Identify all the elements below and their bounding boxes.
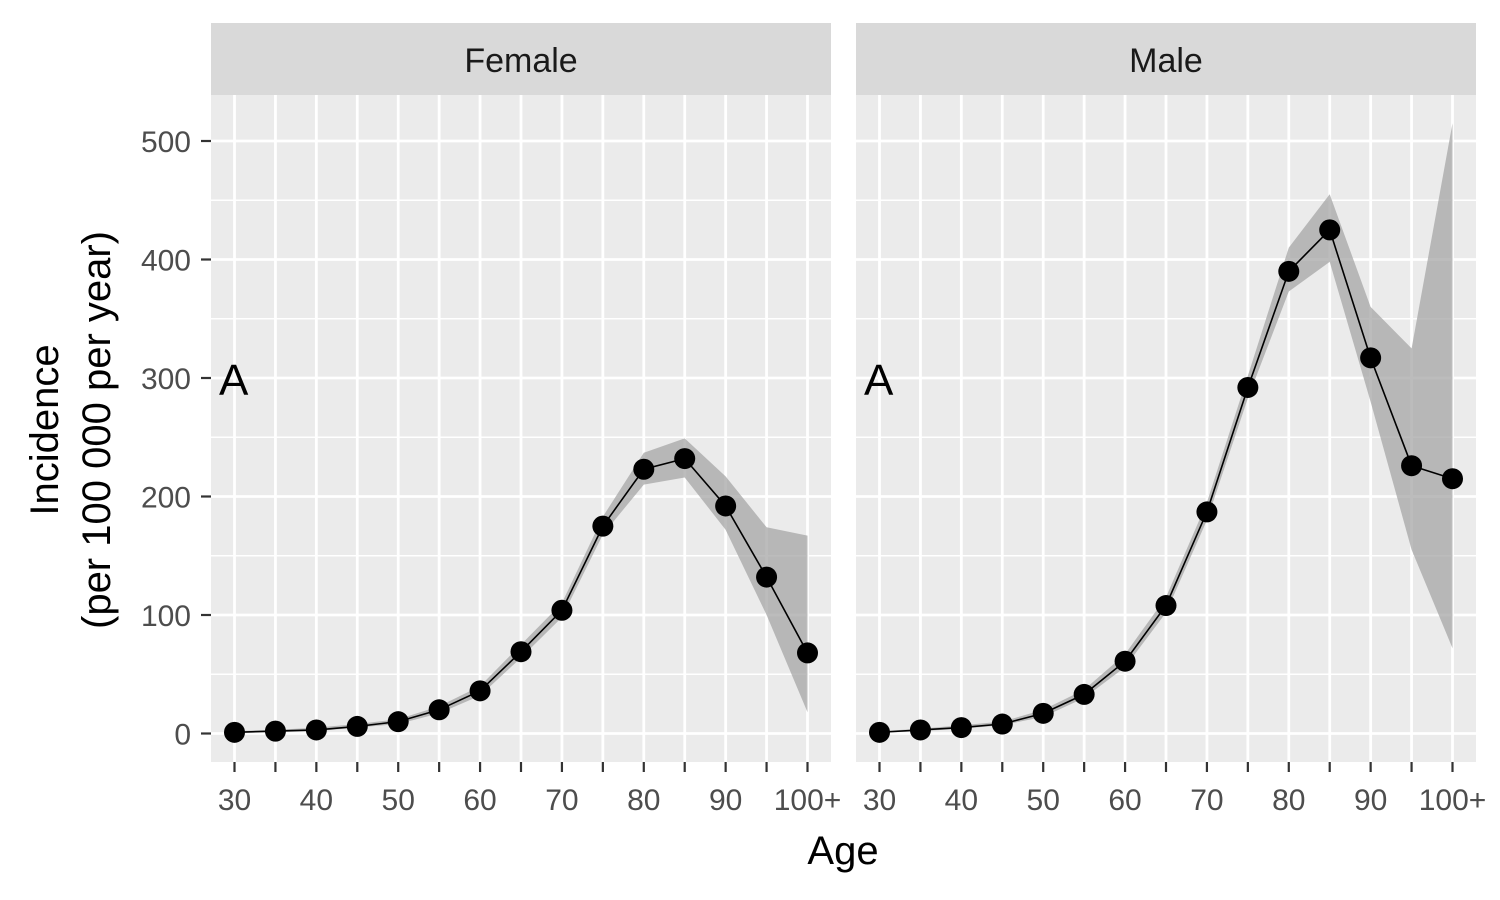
x-tick-label: 90 xyxy=(709,784,742,817)
data-point xyxy=(1237,376,1259,398)
data-point xyxy=(1073,683,1095,705)
data-point xyxy=(510,641,532,663)
x-tick-label: 80 xyxy=(627,784,660,817)
data-point xyxy=(346,715,368,737)
x-tick-label: 100+ xyxy=(774,784,842,817)
y-axis-title-line-2: (per 100 000 per year) xyxy=(75,231,119,629)
data-point xyxy=(428,699,450,721)
x-tick-label: 30 xyxy=(863,784,896,817)
data-point xyxy=(950,717,972,739)
data-point xyxy=(991,713,1013,735)
data-point xyxy=(469,680,491,702)
y-tick-label: 500 xyxy=(141,126,191,159)
x-tick-label: 50 xyxy=(382,784,415,817)
data-point xyxy=(1196,501,1218,523)
data-point xyxy=(1319,219,1341,241)
panel-annotation: A xyxy=(219,356,249,405)
data-point xyxy=(1401,455,1423,477)
confidence-ribbon xyxy=(879,123,1453,733)
x-tick-label: 60 xyxy=(463,784,496,817)
data-point xyxy=(797,642,818,664)
panel-female: Female A 30 40 50 60 70 80 90 100+ 0 100 200 300 400 50… xyxy=(141,23,841,817)
x-tick-label: 70 xyxy=(545,784,578,817)
data-point xyxy=(756,566,778,588)
data-point xyxy=(869,721,890,743)
x-tick-label: 90 xyxy=(1354,784,1387,817)
data-point xyxy=(1114,650,1136,672)
data-point xyxy=(715,495,737,517)
x-tick-label: 60 xyxy=(1108,784,1141,817)
x-tick-label: 40 xyxy=(300,784,333,817)
data-point xyxy=(264,720,286,742)
x-tick-label: 30 xyxy=(218,784,251,817)
x-tick-label: 40 xyxy=(945,784,978,817)
y-tick-label: 300 xyxy=(141,363,191,396)
y-axis-title-line-1: Incidence xyxy=(23,344,67,515)
x-axis-title: Age xyxy=(807,829,878,873)
data-point xyxy=(305,719,327,741)
data-point xyxy=(551,599,573,621)
data-point xyxy=(674,448,696,470)
data-point xyxy=(1442,468,1463,490)
data-point xyxy=(387,711,409,733)
y-tick-label: 400 xyxy=(141,245,191,278)
data-point xyxy=(1155,595,1177,617)
facet-strip xyxy=(211,23,831,95)
x-tick-label: 70 xyxy=(1190,784,1223,817)
x-tick-label: 100+ xyxy=(1419,784,1487,817)
data-point xyxy=(1032,702,1054,724)
facet-strip-label: Male xyxy=(1129,42,1203,80)
y-axis-title: Incidence (per 100 000 per year) xyxy=(23,231,119,629)
data-point xyxy=(1360,347,1382,369)
data-point xyxy=(592,515,614,537)
panel-male: Male A 30 40 50 60 70 80 90 100+ xyxy=(856,23,1486,817)
data-point xyxy=(909,719,931,741)
panel-annotation: A xyxy=(864,356,894,405)
x-tick-label: 80 xyxy=(1272,784,1305,817)
y-tick-label: 200 xyxy=(141,482,191,515)
data-point xyxy=(224,721,245,743)
facet-strip-label: Female xyxy=(464,42,577,80)
x-tick-label: 50 xyxy=(1027,784,1060,817)
data-point xyxy=(633,458,655,480)
data-point xyxy=(1278,260,1300,282)
facet-strip xyxy=(856,23,1476,95)
y-tick-label: 100 xyxy=(141,600,191,633)
y-tick-label: 0 xyxy=(174,719,191,752)
